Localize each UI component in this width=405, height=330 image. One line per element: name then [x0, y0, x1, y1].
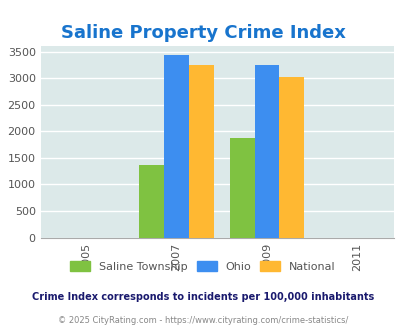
Text: Crime Index corresponds to incidents per 100,000 inhabitants: Crime Index corresponds to incidents per…: [32, 292, 373, 302]
Text: © 2025 CityRating.com - https://www.cityrating.com/crime-statistics/: © 2025 CityRating.com - https://www.city…: [58, 315, 347, 325]
Legend: Saline Township, Ohio, National: Saline Township, Ohio, National: [66, 256, 339, 276]
Bar: [254, 65, 279, 238]
Bar: [229, 138, 254, 238]
Bar: [279, 77, 304, 238]
Bar: [164, 55, 188, 238]
Bar: [188, 65, 213, 238]
Bar: [139, 165, 164, 238]
Text: Saline Property Crime Index: Saline Property Crime Index: [60, 24, 345, 42]
